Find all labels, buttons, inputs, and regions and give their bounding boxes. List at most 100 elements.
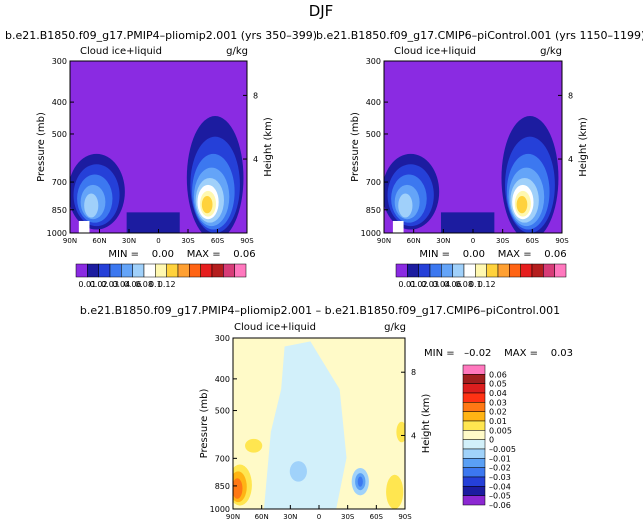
colorbar-swatch [462,411,486,422]
y-tick-label: 400 [52,98,67,107]
x-tick-label: 60N [255,513,269,521]
colorbar-swatch [407,263,419,278]
colorbar-swatch [462,486,486,496]
y-tick-label: 850 [366,206,381,215]
x-tick-label: 90N [63,237,77,245]
colorbar-label: 0.1 [149,280,162,289]
y2-axis-title: Height (km) [421,394,432,454]
y2-tick-label: 4 [253,155,258,164]
colorbar-label: 0.02 [410,280,428,289]
colorbar-label: 0.03 [101,280,119,289]
contour-pos-s [386,474,404,509]
panel-pliomip2: 90N 60N 30N 0 30S 60S 90S 300 400 500 700 850 1000 8 4… [36,57,274,289]
colorbar-label: 0.04 [432,280,450,289]
y-tick-label: 1000 [210,505,230,514]
colorbar-label: 0.06 [444,280,462,289]
colorbar-label: 0.04 [489,389,507,398]
y-tick-label: 1000 [361,229,381,238]
colorbar-swatch [452,263,465,278]
colorbar-label: 0.01 [78,280,96,289]
y-tick-label: 500 [215,407,230,416]
y2-tick-label: 8 [568,91,573,100]
colorbar-swatch [211,263,224,278]
contour-pos-03 [233,478,243,499]
panel-right-stats: MIN = 0.00 MAX = 0.06 [419,249,566,260]
x-tick-label: 30N [283,513,297,521]
panel-picontrol: 90N 60N 30N 0 30S 60S 90S 300 400 500 700 850 1000 8 4… [350,57,589,289]
colorbar-label: –0.04 [489,482,511,491]
panel-right-units: g/kg [540,46,562,57]
colorbar-swatch [462,458,486,468]
x-tick-label: 60S [370,513,384,521]
panel-left-header: b.e21.B1850.f09_g17.PMIP4–pliomip2.001 (… [5,29,317,42]
panel-difference: 90N 60N 30N 0 30S 60S 90S 300 400 500 700 850 1000 8 4… [199,334,516,521]
colorbar-label: –0.01 [489,454,511,463]
y-tick-label: 500 [366,130,381,139]
colorbar-label: 0.12 [478,280,496,289]
colorbar-label: 0.05 [489,380,507,389]
colorbar-swatch [463,263,476,278]
colorbar-swatch [200,263,213,278]
plot-area-difference [233,338,405,509]
colorbar-label: 0.01 [489,417,507,426]
y-tick-label: 500 [52,130,67,139]
panel-left-var-label: Cloud ice+liquid [80,46,162,57]
y-tick-label: 300 [366,57,381,66]
x-tick-label: 90S [240,237,254,245]
colorbar-swatch [462,448,486,459]
x-tick-label: 60N [92,237,106,245]
x-tick-label: 0 [317,513,321,521]
y2-tick-label: 8 [253,91,258,100]
plot-area-picontrol [384,61,562,233]
colorbar-swatch [520,263,533,278]
y-tick-label: 850 [52,206,67,215]
colorbar-label: –0.05 [489,492,511,501]
colorbar-swatch [166,263,179,278]
panel-left-stats: MIN = 0.00 MAX = 0.06 [108,249,255,260]
contour-tropics-low [440,212,495,233]
y-tick-label: 300 [52,57,67,66]
x-tick-label: 30S [496,237,510,245]
colorbar-swatch [462,420,486,431]
colorbar-swatch [395,263,408,278]
contour-neg-03-s [357,476,363,487]
panel-left-units: g/kg [226,46,248,57]
colorbar-swatch [462,495,486,506]
contour-neg-005 [263,341,347,509]
colorbar-swatch [98,263,111,278]
x-tick-label: 30S [181,237,195,245]
colorbar-label: 0.005 [489,426,512,435]
terrain-mask [78,220,90,233]
y-tick-label: 700 [52,178,67,187]
y2-tick-label: 8 [411,368,416,377]
colorbar-swatch [486,263,499,278]
x-tick-label: 90S [555,237,569,245]
colorbar-label: –0.06 [489,501,511,510]
colorbar-swatch [462,430,486,440]
colorbar-swatch [462,467,486,478]
figure-title: DJF [309,2,334,20]
x-tick-label: 90N [226,513,240,521]
terrain-mask [392,220,404,233]
y-axis-title: Pressure (mb) [199,389,210,459]
colorbar-swatch [223,263,235,278]
colorbar-label: 0 [489,436,494,445]
y-tick-label: 700 [215,454,230,463]
colorbar-swatch [462,392,486,403]
y-tick-label: 1000 [47,229,67,238]
x-tick-label: 30S [341,513,355,521]
colorbar-swatch [132,263,145,278]
colorbar-label: 0.02 [90,280,108,289]
contour-sh-7 [201,196,213,214]
colorbar-swatch [531,263,544,278]
colorbar-label: 0.06 [489,370,507,379]
colorbar-swatch [143,263,156,278]
y-tick-label: 400 [366,98,381,107]
colorbar-swatch [418,263,431,278]
x-tick-label: 30N [436,237,450,245]
contour-sh-7 [516,196,528,214]
colorbar-label: 0.1 [469,280,482,289]
colorbar-label: 0.02 [489,408,507,417]
x-tick-label: 0 [156,237,160,245]
